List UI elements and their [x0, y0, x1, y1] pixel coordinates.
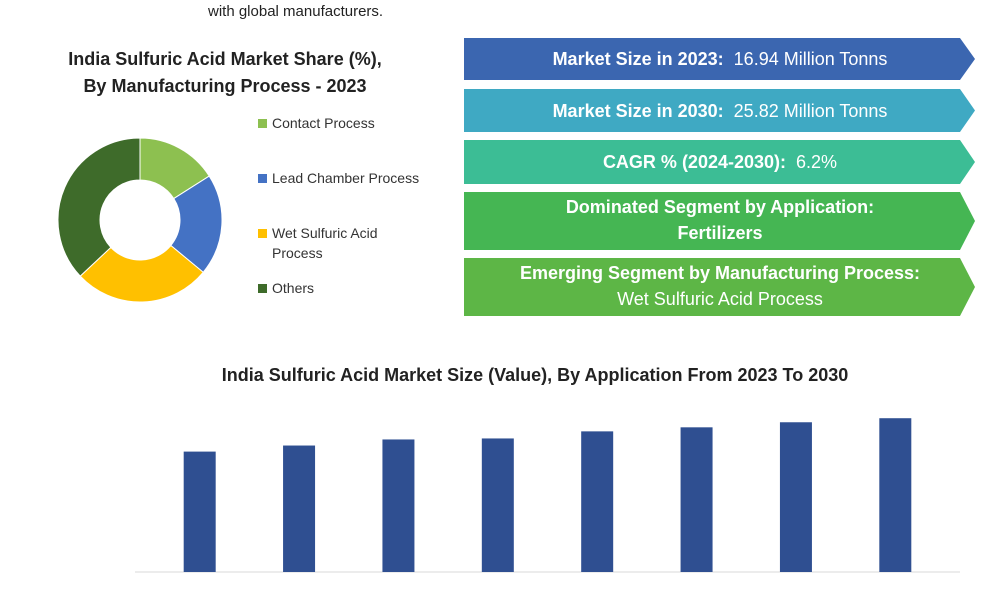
banner-text: Market Size in 2023: 16.94 Million Tonns: [470, 48, 970, 70]
banner-value: 6.2%: [796, 152, 838, 172]
intro-text: with global manufacturers.: [208, 3, 384, 20]
banner-arrow: [464, 140, 975, 184]
banner-value: Fertilizers: [677, 223, 763, 243]
banner-text: Market Size in 2030: 25.82 Million Tonns: [470, 100, 970, 122]
bar: [680, 427, 713, 572]
bar: [481, 438, 514, 572]
bar: [879, 418, 912, 572]
donut-slice: [57, 137, 141, 277]
banner-arrow: [464, 38, 975, 80]
legend-item: Lead Chamber Process: [258, 168, 428, 188]
banner-label: Market Size in 2030:: [552, 100, 724, 121]
bar: [183, 451, 216, 572]
banner-text: Emerging Segment by Manufacturing Proces…: [470, 260, 970, 312]
bar: [283, 445, 316, 572]
legend-item: Others: [258, 278, 428, 298]
legend-swatch: [258, 119, 267, 128]
bar: [382, 439, 415, 572]
banner-label: Market Size in 2023:: [552, 49, 724, 69]
legend-label: Contact Process: [272, 115, 375, 131]
bar: [779, 422, 812, 572]
banner-label: Emerging Segment by Manufacturing Proces…: [519, 263, 921, 283]
donut-title: India Sulfuric Acid Market Share (%), By…: [68, 49, 382, 96]
legend-swatch: [258, 284, 267, 293]
banner-text: Dominated Segment by Application: Fertili…: [470, 194, 970, 246]
bar: [581, 431, 614, 572]
banner-arrow: [464, 258, 975, 316]
legend-swatch: [258, 174, 267, 183]
banner-arrow: [464, 192, 975, 250]
legend-item: Contact Process: [258, 113, 428, 133]
banner-arrow: [464, 89, 975, 132]
banner-label: Dominated Segment by Application:: [565, 197, 875, 217]
bar-title: India Sulfuric Acid Market Size (Value),…: [221, 365, 849, 385]
legend-label: Others: [272, 280, 315, 296]
legend-item: Wet Sulfuric Acid Process: [258, 223, 428, 263]
banner-text: CAGR % (2024-2030): 6.2%: [470, 151, 970, 173]
legend-swatch: [258, 229, 267, 238]
donut-slice: [79, 244, 204, 303]
banner-value: 16.94 Million Tonns: [733, 49, 888, 69]
banner-value: Wet Sulfuric Acid Process: [617, 289, 823, 309]
legend-label: Wet Sulfuric Acid Process: [272, 225, 378, 261]
banner-value: 25.82 Million Tonns: [733, 100, 888, 121]
banner-label: CAGR % (2024-2030):: [602, 152, 787, 172]
legend-label: Lead Chamber Process: [272, 170, 420, 186]
